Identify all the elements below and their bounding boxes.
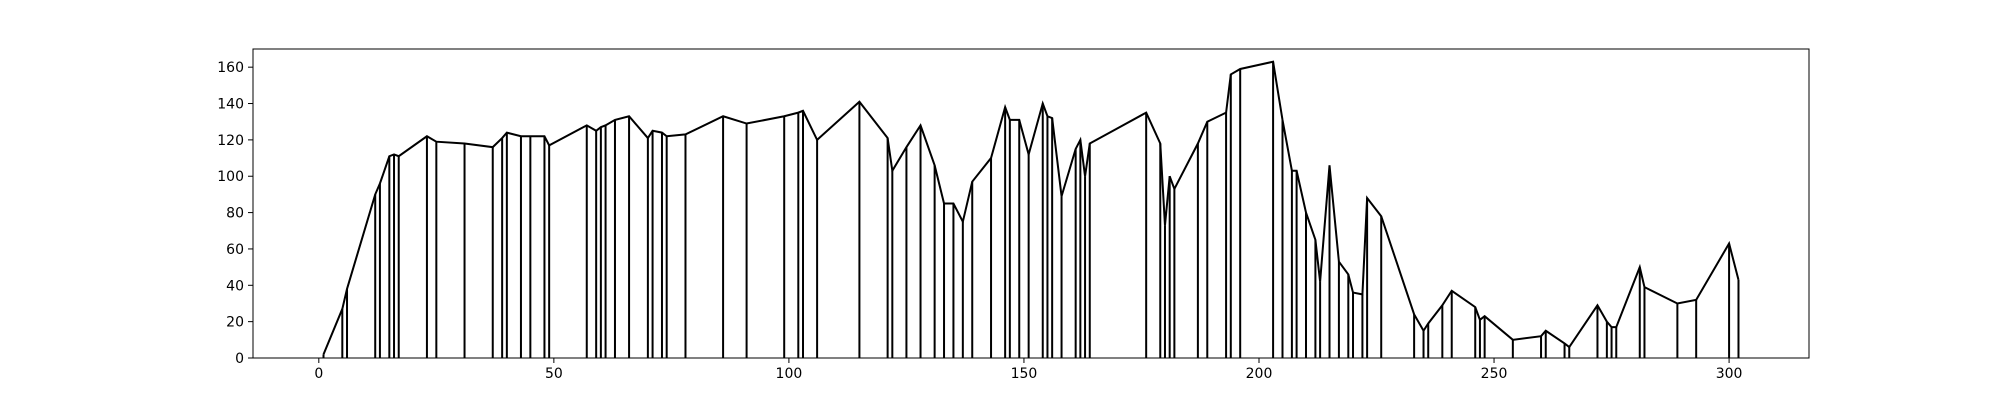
y-tick-label: 100 <box>217 169 244 185</box>
x-tick-label: 100 <box>776 366 803 382</box>
y-tick-label: 140 <box>217 97 244 113</box>
x-tick-label: 250 <box>1481 366 1508 382</box>
y-tick-label: 120 <box>217 133 244 149</box>
x-tick-label: 50 <box>545 366 563 382</box>
x-tick-label: 150 <box>1011 366 1038 382</box>
y-tick-label: 40 <box>226 278 244 294</box>
y-tick-label: 20 <box>226 315 244 331</box>
x-tick-label: 0 <box>314 366 323 382</box>
axes-frame <box>252 48 1810 359</box>
y-tick-label: 60 <box>226 242 244 258</box>
x-tick-label: 300 <box>1716 366 1743 382</box>
y-tick-label: 0 <box>235 351 244 367</box>
y-tick-label: 160 <box>217 60 244 76</box>
data-line <box>322 60 1740 355</box>
x-tick-label: 200 <box>1246 366 1273 382</box>
y-tick-label: 80 <box>226 206 244 222</box>
